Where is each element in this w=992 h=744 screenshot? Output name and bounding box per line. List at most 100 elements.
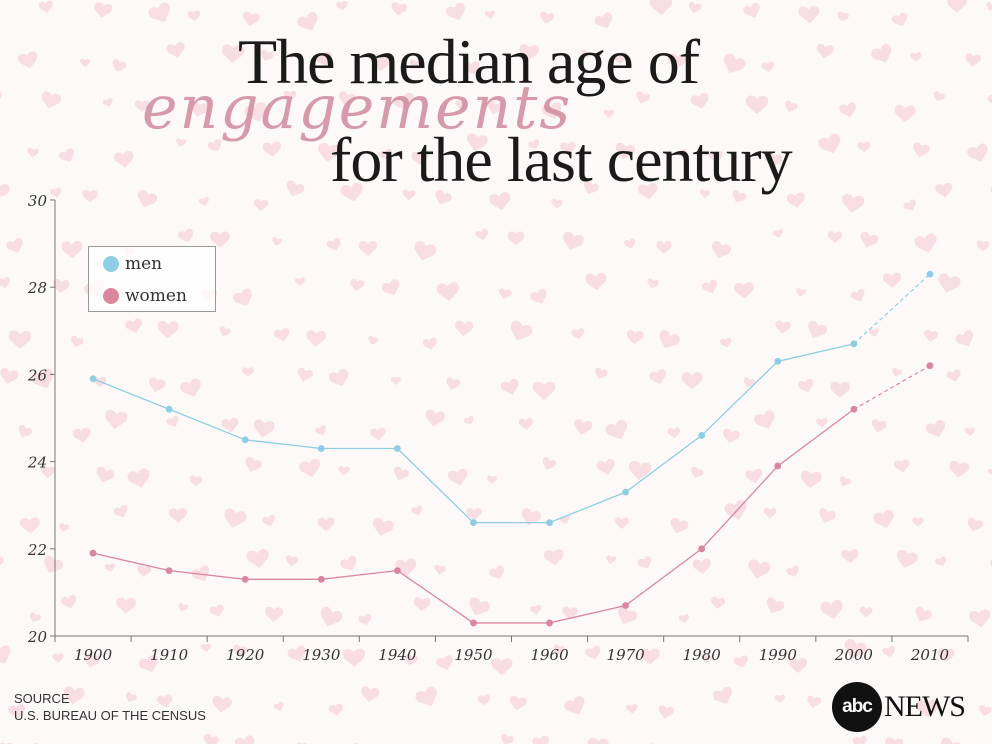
heart-shape-226 <box>800 470 822 489</box>
heart-shape-190 <box>72 427 91 443</box>
heart-shape-179 <box>532 381 556 401</box>
heart-shape-304 <box>491 658 513 676</box>
point-men-1940 <box>393 445 401 452</box>
heart-shape-160 <box>659 330 680 349</box>
heart-shape-120 <box>772 229 783 238</box>
x-tick-label-1970: 1970 <box>607 646 646 664</box>
y-tick-label-22: 22 <box>27 541 47 559</box>
heart-shape-99 <box>732 189 747 203</box>
heart-shape-274 <box>61 594 77 609</box>
heart-shape-316 <box>63 686 85 705</box>
heart-shape-24 <box>166 42 185 58</box>
heart-shape-203 <box>722 428 740 444</box>
heart-shape-231 <box>20 517 40 534</box>
heart-shape-57 <box>746 95 769 115</box>
heart-shape-196 <box>370 427 386 441</box>
heart-shape-245 <box>724 500 747 520</box>
heart-shape-131 <box>233 288 252 306</box>
x-tick-label-1900: 1900 <box>74 646 113 664</box>
heart-shape-38 <box>871 43 892 63</box>
source-label: SOURCE <box>14 691 70 706</box>
heart-shape-29 <box>409 59 421 70</box>
heart-shape-43 <box>41 91 62 109</box>
heart-shape-186 <box>892 367 903 377</box>
heart-shape-157 <box>510 320 533 341</box>
heart-shape-282 <box>469 597 490 616</box>
chart-legend: men women <box>88 246 216 312</box>
heart-shape-126 <box>0 277 11 289</box>
heart-shape-31 <box>519 44 539 61</box>
abc-news-logo: abc NEWS <box>832 682 966 732</box>
heart-shape-324 <box>477 694 491 706</box>
heart-shape-90 <box>286 180 305 197</box>
heart-shape-164 <box>868 328 879 337</box>
heart-shape-315 <box>8 703 26 719</box>
heart-shape-106 <box>61 240 83 259</box>
heart-shape-331 <box>807 695 822 708</box>
point-men-1970 <box>622 488 630 496</box>
heart-shape-229 <box>949 460 969 478</box>
abc-logo-news-text: NEWS <box>884 690 966 723</box>
heart-shape-50 <box>393 92 414 111</box>
heart-shape-194 <box>253 419 275 438</box>
heart-shape-266 <box>692 558 711 574</box>
heart-shape-19 <box>947 0 967 13</box>
heart-shape-36 <box>761 61 775 73</box>
heart-shape-44 <box>102 97 113 107</box>
heart-shape-178 <box>500 378 519 395</box>
heart-shape-138 <box>585 272 607 291</box>
heart-shape-64 <box>59 148 74 162</box>
heart-shape-213 <box>127 468 150 488</box>
heart-shape-171 <box>149 377 166 393</box>
heart-shape-262 <box>489 565 504 580</box>
heart-shape-63 <box>27 147 39 158</box>
heart-shape-27 <box>315 51 333 67</box>
heart-shape-66 <box>176 138 187 147</box>
heart-shape-330 <box>774 694 785 703</box>
heart-shape-6 <box>297 12 318 31</box>
heart-shape-220 <box>487 475 498 484</box>
heart-shape-100 <box>786 192 805 208</box>
heart-shape-275 <box>116 597 136 614</box>
heart-shape-48 <box>283 90 297 102</box>
heart-shape-265 <box>637 556 652 569</box>
heart-shape-305 <box>553 644 565 655</box>
heart-shape-135 <box>436 282 459 301</box>
heart-shape-256 <box>191 565 210 582</box>
heart-shape-313 <box>937 648 955 663</box>
heart-shape-270 <box>897 550 918 569</box>
heart-shape-54 <box>604 109 614 118</box>
heart-shape-317 <box>125 692 137 703</box>
heart-shape-65 <box>114 150 134 168</box>
heart-shape-221 <box>542 457 557 470</box>
heart-shape-134 <box>381 279 400 296</box>
heart-shape-307 <box>640 648 660 665</box>
x-tick-label-1930: 1930 <box>302 646 341 664</box>
point-women-1970 <box>622 602 630 609</box>
heart-shape-296 <box>84 654 100 668</box>
heart-shape-91 <box>340 182 363 202</box>
heart-shape-287 <box>711 597 726 609</box>
legend-label-women: women <box>125 286 187 306</box>
series-projection-women <box>853 365 931 410</box>
heart-shape-292 <box>969 609 991 628</box>
heart-shape-46 <box>190 100 209 117</box>
heart-shape-18 <box>892 12 908 27</box>
heart-shape-261 <box>434 564 446 575</box>
series-line-women <box>92 408 855 624</box>
chart-series <box>89 270 934 627</box>
heart-shape-145 <box>938 273 961 293</box>
heart-shape-69 <box>318 142 341 162</box>
heart-shape-123 <box>914 233 937 253</box>
series-line-men <box>92 343 855 524</box>
title-line-3: for the last century <box>330 124 793 195</box>
heart-shape-92 <box>402 189 416 201</box>
heart-shape-294 <box>0 645 11 664</box>
heart-shape-158 <box>571 328 585 340</box>
heart-shape-235 <box>224 508 247 528</box>
heart-shape-161 <box>720 337 732 348</box>
heart-shape-295 <box>52 653 64 663</box>
heart-shape-59 <box>839 102 856 118</box>
heart-shape-177 <box>446 377 461 390</box>
